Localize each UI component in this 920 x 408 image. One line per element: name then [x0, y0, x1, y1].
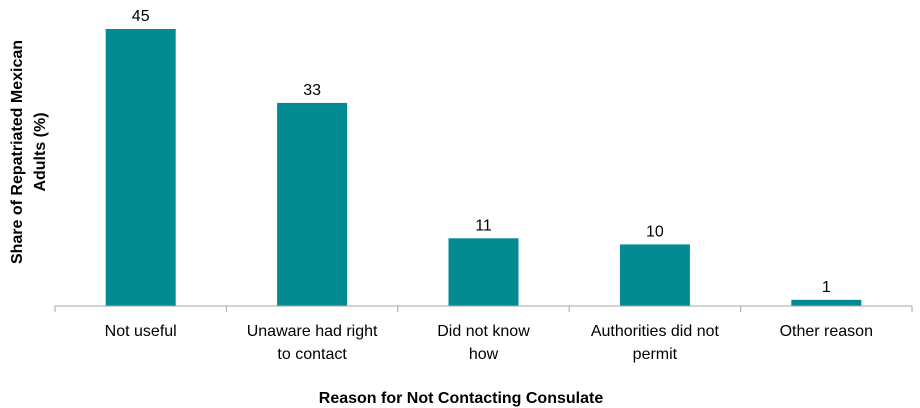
bar: [448, 238, 519, 306]
data-label: 33: [303, 82, 321, 99]
x-tick-label: Not useful: [105, 323, 177, 340]
data-label: 45: [132, 8, 150, 25]
y-axis-title-text: Share of Repatriated Mexican Adults (%): [9, 40, 49, 264]
bar: [619, 244, 690, 306]
x-tick-label: Did not know how: [437, 323, 530, 363]
x-axis-title: Reason for Not Contacting Consulate: [319, 390, 604, 407]
x-tick-labels-group: Not useful Unaware had right to contact Did…: [105, 323, 873, 363]
x-axis: [54, 305, 913, 312]
data-labels-group: 45 33 11 10 1: [132, 8, 831, 296]
bar: [105, 29, 176, 306]
x-tick-label: Other reason: [780, 323, 873, 340]
bar: [277, 102, 348, 307]
data-label: 1: [822, 279, 831, 296]
x-tick-label: Authorities did not permit: [591, 323, 720, 363]
bar: [791, 299, 862, 306]
bars-group: [105, 29, 862, 307]
data-label: 10: [646, 223, 664, 240]
y-axis-title: Share of Repatriated Mexican Adults (%): [9, 40, 49, 264]
data-label: 11: [475, 217, 492, 234]
x-tick-label: Unaware had right to contact: [247, 323, 378, 363]
